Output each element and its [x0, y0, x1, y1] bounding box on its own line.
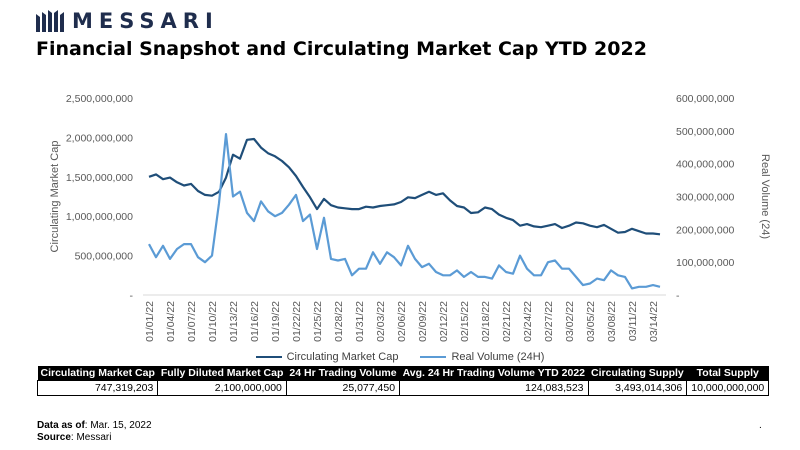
x-tick-label: 02/15/22 [459, 301, 471, 342]
footer-source: Source: Messari [37, 432, 152, 444]
table-cell: 3,493,014,306 [587, 380, 688, 396]
series-line-market-cap [148, 137, 661, 236]
right-axis-label: Real Volume (24) [759, 154, 771, 239]
x-tick-label: 03/08/22 [606, 301, 618, 342]
x-tick-label: 02/06/22 [396, 301, 408, 342]
x-tick-label: 01/07/22 [186, 301, 198, 342]
page-title: Financial Snapshot and Circulating Marke… [36, 38, 647, 60]
right-tick-label: 100,000,000 [676, 257, 735, 269]
chart-legend: Circulating Market Cap Real Volume (24H) [0, 351, 800, 363]
left-axis-label: Circulating Market Cap [49, 141, 61, 253]
messari-logo-icon [36, 10, 64, 32]
x-tick-label: 03/11/22 [627, 301, 639, 341]
left-tick-label: 1,000,000,000 [66, 211, 133, 223]
brand-name: MESSARI [72, 9, 219, 33]
footer-notes: Data as of: Mar. 15, 2022 Source: Messar… [37, 420, 152, 444]
right-tick-label: 500,000,000 [676, 126, 735, 138]
x-tick-label: 02/12/22 [438, 301, 450, 342]
right-tick-label: 200,000,000 [676, 224, 735, 236]
left-tick-label: - [130, 290, 134, 302]
right-tick-label: 400,000,000 [676, 159, 735, 171]
table-cell: 2,100,000,000 [157, 380, 287, 396]
x-axis-ticks: 01/01/22 01/04/22 01/07/22 01/10/22 01/13/22… [144, 301, 660, 342]
legend-item-volume: Real Volume (24H) [420, 351, 544, 363]
right-tick-label: 300,000,000 [676, 192, 735, 204]
x-tick-label: 03/05/22 [585, 301, 597, 342]
data-as-of-value: : Mar. 15, 2022 [84, 420, 152, 431]
table-header: Total Supply [686, 366, 769, 381]
x-tick-label: 02/21/22 [501, 301, 513, 342]
x-tick-label: 02/09/22 [417, 301, 429, 342]
source-value: : Messari [70, 432, 112, 443]
table-row: 747,319,203 2,100,000,000 25,077,450 124… [36, 380, 770, 396]
x-tick-label: 01/01/22 [144, 301, 156, 342]
series-lines [148, 133, 661, 290]
x-tick-label: 01/10/22 [207, 301, 219, 342]
table-header: Circulating Supply [588, 366, 687, 381]
left-tick-label: 500,000,000 [75, 251, 134, 263]
legend-swatch-volume [420, 355, 447, 359]
left-tick-label: 1,500,000,000 [66, 172, 133, 184]
left-tick-label: 2,500,000,000 [66, 93, 133, 105]
x-tick-label: 01/19/22 [270, 301, 282, 342]
legend-swatch-market-cap [255, 355, 282, 359]
right-axis-ticks: - 100,000,000 200,000,000 300,000,000 400,00… [676, 93, 735, 302]
right-tick-label: 600,000,000 [676, 93, 735, 105]
table-header: Circulating Market Cap [37, 366, 158, 381]
chart: - 500,000,000 1,000,000,000 1,500,000,000 2,… [49, 93, 771, 342]
legend-label-market-cap: Circulating Market Cap [286, 351, 399, 363]
table-header: 24 Hr Trading Volume [286, 366, 400, 381]
stray-mark: . [759, 420, 762, 431]
source-label: Source [37, 432, 71, 443]
table-header: Fully Diluted Market Cap [157, 366, 287, 381]
table-header: Avg. 24 Hr Trading Volume YTD 2022 [399, 366, 589, 381]
x-tick-label: 01/16/22 [249, 301, 261, 342]
financial-snapshot-table: Circulating Market Cap Fully Diluted Mar… [36, 366, 770, 396]
x-tick-label: 03/14/22 [648, 301, 660, 342]
table-header-row: Circulating Market Cap Fully Diluted Mar… [37, 366, 769, 381]
table-cell: 124,083,523 [399, 380, 589, 396]
x-tick-label: 01/13/22 [228, 301, 240, 342]
x-tick-label: 01/22/22 [291, 301, 303, 342]
legend-item-market-cap: Circulating Market Cap [255, 351, 399, 363]
x-tick-label: 01/25/22 [312, 301, 324, 342]
left-tick-label: 2,000,000,000 [66, 132, 133, 144]
table-cell: 25,077,450 [285, 380, 401, 396]
legend-label-volume: Real Volume (24H) [451, 351, 545, 363]
series-line-real-volume [148, 133, 661, 290]
x-tick-label: 01/31/22 [354, 301, 366, 342]
x-tick-label: 02/27/22 [543, 301, 555, 342]
left-axis-ticks: - 500,000,000 1,000,000,000 1,500,000,000 2,… [66, 93, 134, 302]
brand-logo: MESSARI [36, 8, 219, 34]
x-tick-label: 03/02/22 [564, 301, 576, 342]
x-tick-label: 01/04/22 [165, 301, 177, 342]
right-tick-label: - [676, 290, 680, 302]
x-tick-label: 02/18/22 [480, 301, 492, 342]
x-tick-label: 02/24/22 [522, 301, 534, 342]
table-cell: 10,000,000,000 [686, 380, 770, 396]
footer-data-as-of: Data as of: Mar. 15, 2022 [37, 420, 152, 432]
data-as-of-label: Data as of [37, 420, 85, 431]
x-tick-label: 01/28/22 [333, 301, 345, 342]
x-tick-label: 02/03/22 [375, 301, 387, 342]
table-cell: 747,319,203 [36, 380, 159, 396]
